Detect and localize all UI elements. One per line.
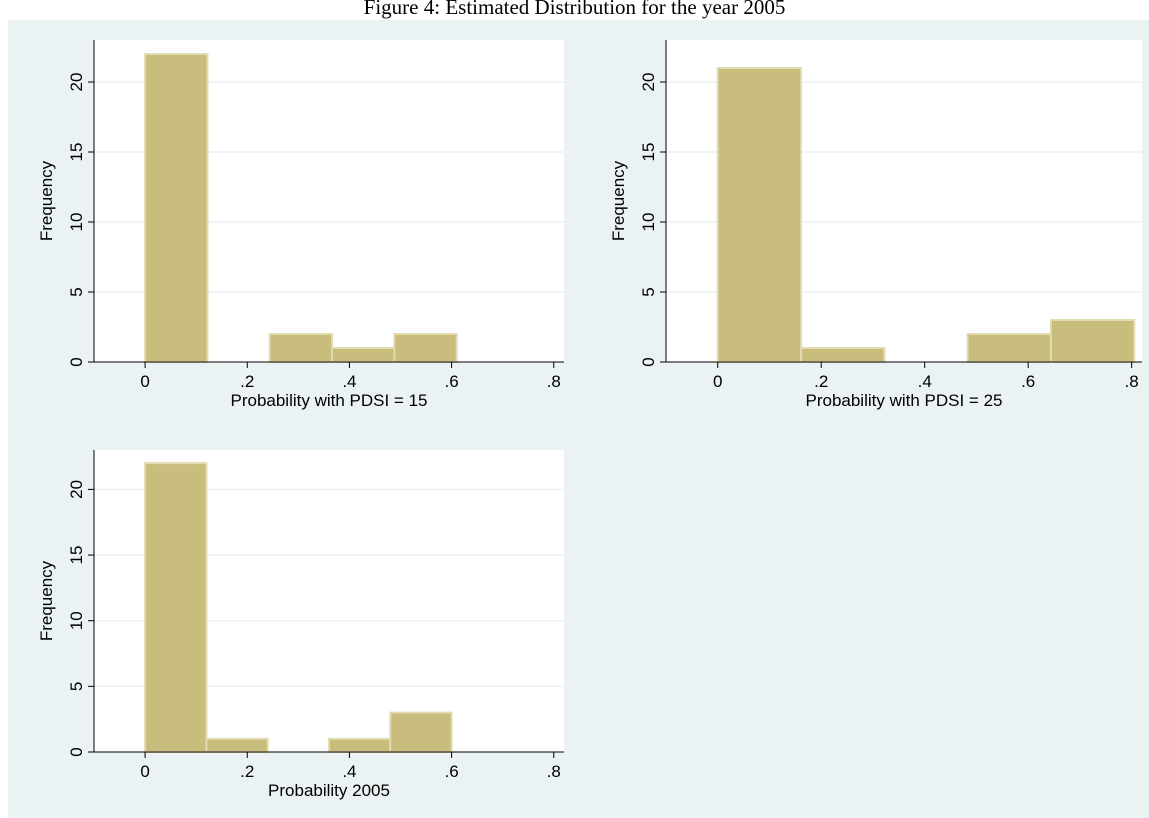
- y-tick-label: 0: [639, 357, 658, 366]
- histogram-bar: [716, 67, 803, 363]
- y-tick-label: 5: [67, 287, 86, 296]
- x-tick-label: .2: [240, 372, 254, 391]
- x-tick-label: .8: [547, 372, 561, 391]
- y-tick-label: 15: [67, 546, 86, 565]
- figure-title: Figure 4: Estimated Distribution for the…: [363, 0, 786, 19]
- x-tick-label: .8: [547, 762, 561, 781]
- y-tick-label: 10: [67, 611, 86, 630]
- histogram-2: 0 5 10 15 20 0 .2 .4 .6 .8 Probability with PDSI =…: [609, 40, 1142, 410]
- y-tick-label: 10: [67, 213, 86, 232]
- x-axis-label: Probability with PDSI = 25: [805, 391, 1002, 410]
- x-tick-label: 0: [140, 372, 149, 391]
- y-tick-label: 15: [639, 143, 658, 162]
- y-tick-label: 0: [67, 747, 86, 756]
- histogram-1: 0 5 10 15 20 0 .2 .4 .6 .8 Probability with PDSI =…: [37, 40, 564, 410]
- y-axis-label: Frequency: [37, 560, 56, 641]
- x-tick-label: .8: [1125, 372, 1139, 391]
- y-tick-label: 20: [639, 73, 658, 92]
- x-tick-label: .2: [814, 372, 828, 391]
- y-axis-label: Frequency: [609, 160, 628, 241]
- x-tick-label: 0: [713, 372, 722, 391]
- histogram-bar: [144, 462, 208, 754]
- histogram-3: 0 5 10 15 20 0 .2 .4 .6 .8 Probability 2005 Frequen…: [37, 450, 564, 800]
- x-axis-label: Probability with PDSI = 15: [230, 391, 427, 410]
- x-axis-label: Probability 2005: [268, 781, 390, 800]
- y-tick-label: 5: [639, 287, 658, 296]
- x-tick-label: .6: [445, 372, 459, 391]
- y-tick-label: 5: [67, 682, 86, 691]
- histogram-bar: [328, 737, 392, 754]
- y-tick-label: 10: [639, 213, 658, 232]
- y-axis-label: Frequency: [37, 160, 56, 241]
- x-tick-label: .4: [342, 372, 356, 391]
- y-tick-label: 0: [67, 357, 86, 366]
- y-tick-label: 20: [67, 73, 86, 92]
- histogram-bar: [800, 347, 886, 363]
- x-tick-label: .2: [240, 762, 254, 781]
- histogram-bar: [966, 333, 1052, 363]
- y-tick-label: 15: [67, 143, 86, 162]
- x-tick-label: .6: [445, 762, 459, 781]
- histogram-bar: [144, 53, 209, 363]
- histogram-bar: [1049, 319, 1136, 363]
- histogram-bar: [393, 333, 458, 363]
- histogram-bar: [389, 711, 453, 754]
- x-tick-label: 0: [140, 762, 149, 781]
- x-tick-label: .4: [918, 372, 932, 391]
- x-tick-label: .6: [1021, 372, 1035, 391]
- y-tick-label: 20: [67, 480, 86, 499]
- histogram-bar: [205, 737, 269, 754]
- histogram-bar: [331, 347, 396, 363]
- histogram-bar: [268, 333, 334, 363]
- x-tick-label: .4: [342, 762, 356, 781]
